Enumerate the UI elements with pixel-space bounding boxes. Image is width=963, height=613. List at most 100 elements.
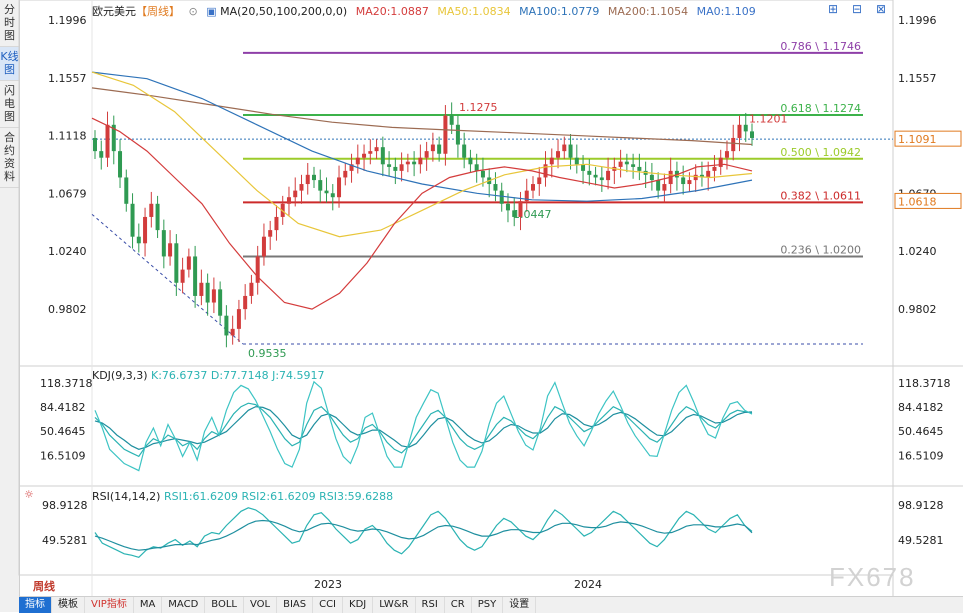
candle-body [606,170,611,181]
crosshair-icon[interactable]: ⊞ [828,2,839,16]
tab-kdj[interactable]: KDJ [343,597,374,613]
candle-body [681,177,686,185]
candle-body [462,144,467,158]
chart-type-icon[interactable]: ▣ [206,5,217,18]
tab-vip-indicators[interactable]: VIP指标 [85,597,134,613]
kdj-y-tick: 84.4182 [898,401,944,414]
candle-body [93,137,97,152]
candle-body [343,170,348,178]
tab-kline[interactable]: K线图 [0,47,19,81]
watermark: FX678 [829,562,916,592]
kdj-y-tick: 118.3718 [898,377,951,390]
tab-cci[interactable]: CCI [313,597,344,613]
rsi-y-tick: 98.9128 [42,499,88,512]
candle-body [387,164,392,167]
candle-body [218,289,223,316]
candle-body [568,144,573,158]
candle-body [512,210,517,217]
tab-rsi[interactable]: RSI [416,597,445,613]
trendline [91,213,244,345]
candle-body [531,184,535,191]
candle-body [631,164,636,167]
rsi-y-tick: 49.5281 [42,534,88,547]
candle-body [362,153,367,158]
minus-icon[interactable]: ⊟ [852,2,863,16]
candle-body [393,166,398,171]
tab-bias[interactable]: BIAS [277,597,314,613]
tab-flash[interactable]: 闪电图 [0,81,19,128]
tab-timeshare[interactable]: 分时图 [0,0,19,47]
price-tag-label: 1.0618 [898,195,937,208]
period-label[interactable]: 【周线】 [136,5,180,18]
candle-body [399,164,404,171]
candle-body [656,180,661,191]
candle-body [587,170,592,175]
y-tick-label: 1.0240 [48,245,87,258]
candle-body [268,230,273,237]
candle-body [468,157,473,165]
candle-body [543,164,548,178]
tab-indicators[interactable]: 指标 [19,597,52,613]
fib-label: 0.382 \ 1.0611 [780,189,861,202]
rsi-y-tick: 49.5281 [898,534,944,547]
kdj-d-line [94,406,753,450]
candle-body [737,124,742,138]
rsi-3: RSI3:59.6288 [319,490,394,503]
candle-body [337,177,342,198]
candle-body [499,190,504,204]
candle-body [480,170,485,178]
candle-body [518,201,523,217]
tab-macd[interactable]: MACD [162,597,206,613]
candle-body [574,157,579,165]
tab-vol[interactable]: VOL [244,597,278,613]
kdj-legend: KDJ(9,3,3) K:76.6737 D:77.7148 J:74.5917 [92,369,325,382]
candle-body [493,184,498,191]
candle-body [712,166,717,171]
candle-body [699,174,704,178]
candle-body [355,157,360,165]
tab-templates[interactable]: 模板 [52,597,85,613]
tab-settings[interactable]: 设置 [503,597,537,613]
ma20-line [91,117,753,310]
ma-label: MA(20,50,100,200,0,0) [220,5,348,18]
ma100-value: MA100:1.0779 [519,5,600,18]
candle-body [537,177,542,185]
candle-body [312,174,316,181]
kdj-y-tick: 84.4182 [40,401,86,414]
candle-body [418,157,423,165]
candle-body [562,144,567,152]
tab-lwr[interactable]: LW&R [373,597,416,613]
rsi-2: RSI2:61.6209 [241,490,316,503]
ma200-value: MA200:1.1054 [607,5,689,18]
candle-body [274,216,279,231]
tab-psy[interactable]: PSY [472,597,504,613]
refresh-icon[interactable]: ⊙ [188,5,198,18]
tab-boll[interactable]: BOLL [205,597,244,613]
expand-icon[interactable]: ⊠ [876,2,887,16]
candle-body [105,124,110,158]
kdj-y-tick: 50.4645 [898,425,944,438]
candle-body [136,236,141,244]
tab-contract-info[interactable]: 合约资料 [0,128,19,188]
candle-body [318,180,323,191]
candle-body [305,174,310,185]
candle-body [599,177,604,181]
kdj-y-tick: 16.5109 [40,449,86,462]
ma20-value: MA20:1.0887 [355,5,429,18]
sun-icon[interactable]: ☼ [24,488,34,501]
candle-body [155,203,160,231]
kdj-y-tick: 118.3718 [40,377,93,390]
candle-body [706,170,711,178]
ma200-line [91,87,753,146]
candle-body [380,147,385,165]
symbol-name: 欧元美元 [92,5,136,18]
x-tick-label: 2023 [314,578,342,591]
candle-body [249,282,254,296]
period-selector[interactable]: 周线 [33,580,55,593]
candle-body [443,115,448,154]
candle-body [524,190,529,202]
tab-cr[interactable]: CR [445,597,472,613]
candle-body [174,243,179,283]
tab-ma[interactable]: MA [134,597,163,613]
